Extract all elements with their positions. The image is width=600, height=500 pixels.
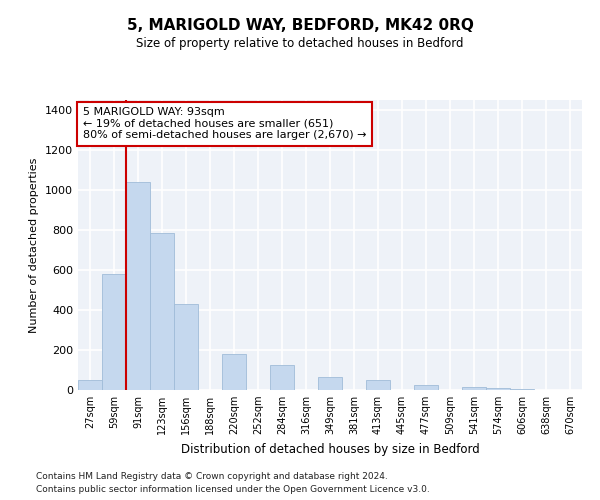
Bar	[270, 365, 294, 390]
Text: Size of property relative to detached houses in Bedford: Size of property relative to detached ho…	[136, 38, 464, 51]
Bar	[78, 380, 102, 390]
Bar	[486, 388, 510, 390]
Bar	[462, 387, 486, 390]
Text: Contains HM Land Registry data © Crown copyright and database right 2024.: Contains HM Land Registry data © Crown c…	[36, 472, 388, 481]
Bar	[414, 385, 438, 390]
Text: Contains public sector information licensed under the Open Government Licence v3: Contains public sector information licen…	[36, 485, 430, 494]
Y-axis label: Number of detached properties: Number of detached properties	[29, 158, 40, 332]
Bar	[510, 389, 534, 390]
Bar	[222, 354, 246, 390]
Bar	[174, 304, 198, 390]
Bar	[102, 274, 126, 390]
X-axis label: Distribution of detached houses by size in Bedford: Distribution of detached houses by size …	[181, 442, 479, 456]
Text: 5, MARIGOLD WAY, BEDFORD, MK42 0RQ: 5, MARIGOLD WAY, BEDFORD, MK42 0RQ	[127, 18, 473, 32]
Bar	[150, 233, 174, 390]
Bar	[126, 182, 150, 390]
Bar	[366, 380, 390, 390]
Text: 5 MARIGOLD WAY: 93sqm
← 19% of detached houses are smaller (651)
80% of semi-det: 5 MARIGOLD WAY: 93sqm ← 19% of detached …	[83, 108, 367, 140]
Bar	[318, 377, 342, 390]
